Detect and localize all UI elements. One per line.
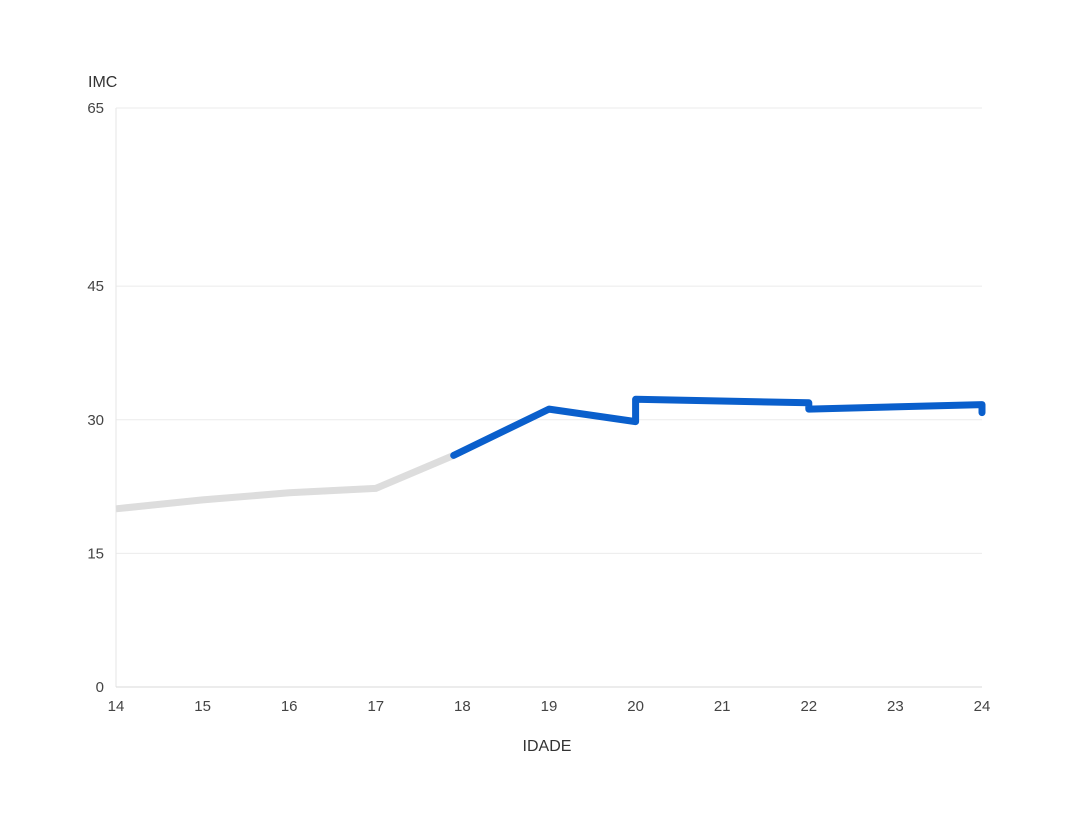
x-tick-label: 20 (627, 698, 644, 715)
x-tick-label: 17 (367, 698, 384, 715)
series-line-current (450, 395, 986, 459)
y-tick-label: 65 (87, 100, 104, 117)
series-line-history (115, 452, 456, 513)
x-tick-label: 22 (800, 698, 817, 715)
x-tick-label: 14 (108, 698, 125, 715)
x-tick-labels: 14 15 16 17 18 19 20 21 22 23 24 (108, 698, 991, 715)
x-tick-label: 18 (454, 698, 471, 715)
axes (115, 108, 982, 688)
x-tick-label: 16 (281, 698, 298, 715)
x-axis-label: IDADE (523, 738, 572, 755)
x-tick-label: 19 (541, 698, 558, 715)
y-axis-label: IMC (88, 74, 117, 91)
x-tick-label: 24 (974, 698, 991, 715)
y-tick-label: 45 (87, 278, 104, 295)
x-tick-label: 23 (887, 698, 904, 715)
x-tick-label: 15 (194, 698, 211, 715)
x-tick-label: 21 (714, 698, 731, 715)
y-tick-label: 0 (96, 679, 104, 696)
series-lines (115, 395, 986, 513)
y-tick-label: 15 (87, 545, 104, 562)
y-tick-label: 30 (87, 412, 104, 429)
y-tick-labels: 0 15 30 45 65 (87, 100, 104, 696)
grid (116, 107, 982, 554)
